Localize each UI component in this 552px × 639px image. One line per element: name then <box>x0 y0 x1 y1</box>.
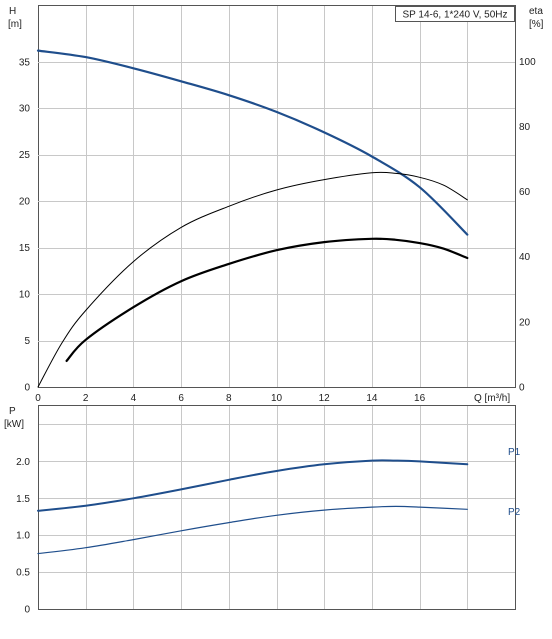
x-tick-label: 8 <box>226 393 232 404</box>
x-tick-label: 12 <box>319 393 331 404</box>
x-tick-label: 4 <box>131 393 137 404</box>
x-axis-label: Q [m³/h] <box>474 393 510 404</box>
y2-tick-label-eta: 100 <box>519 57 536 68</box>
x-tick-label: 10 <box>271 393 283 404</box>
series-lines <box>36 49 469 555</box>
y2-axis-label-eta: eta <box>529 6 543 17</box>
y-tick-label-power: 2.0 <box>16 457 30 468</box>
x-tick-label: 16 <box>414 393 426 404</box>
title-box <box>395 6 515 22</box>
efficiency-curve-eta <box>37 171 468 388</box>
x-tick-label: 2 <box>83 393 89 404</box>
power-curve-p2 <box>37 505 468 555</box>
y-tick-label-head: 0 <box>24 383 30 394</box>
y-tick-label-head: 30 <box>19 104 31 115</box>
y-tick-label-power: 0 <box>24 605 30 616</box>
power-curve-p1 <box>37 459 469 512</box>
power-plot-area <box>38 405 516 610</box>
y2-tick-label-eta: 20 <box>519 317 531 328</box>
series-labels: P1 P2 <box>508 447 521 518</box>
y-axis-unit-head: [m] <box>8 19 22 30</box>
y2-tick-label-eta: 0 <box>519 383 525 394</box>
y-tick-label-head: 35 <box>19 57 31 68</box>
x-tick-label: 6 <box>178 393 184 404</box>
series-label-p2: P2 <box>508 507 521 518</box>
y2-tick-label-eta: 40 <box>519 252 531 263</box>
x-tick-label: 14 <box>366 393 378 404</box>
y2-tick-label-eta: 60 <box>519 187 531 198</box>
y-tick-label-head: 15 <box>19 243 31 254</box>
x-tick-label: 0 <box>35 393 41 404</box>
y-tick-label-head: 10 <box>19 290 31 301</box>
y-tick-label-power: 0.5 <box>16 568 30 579</box>
y-axis-unit-power: [kW] <box>4 419 24 430</box>
chart-title: SP 14-6, 1*240 V, 50Hz <box>402 10 507 21</box>
head-grid <box>38 6 515 387</box>
y-tick-label-power: 1.5 <box>16 494 30 505</box>
y-tick-label-power: 1.0 <box>16 531 30 542</box>
y-tick-label-head: 25 <box>19 150 31 161</box>
efficiency-curve-total <box>65 237 469 362</box>
y-axis-label-head: H <box>9 6 16 17</box>
power-grid <box>38 406 515 609</box>
y-tick-label-head: 5 <box>24 336 30 347</box>
y-tick-label-head: 20 <box>19 197 31 208</box>
tick-labels: 0 2 4 6 8 10 12 14 16 0 5 10 15 20 25 30 35 0 20 40 60 80 100 0… <box>16 57 536 616</box>
y2-tick-label-eta: 80 <box>519 122 531 133</box>
series-label-p1: P1 <box>508 447 521 458</box>
y2-axis-unit-eta: [%] <box>529 19 544 30</box>
y-axis-label-power: P <box>9 406 16 417</box>
